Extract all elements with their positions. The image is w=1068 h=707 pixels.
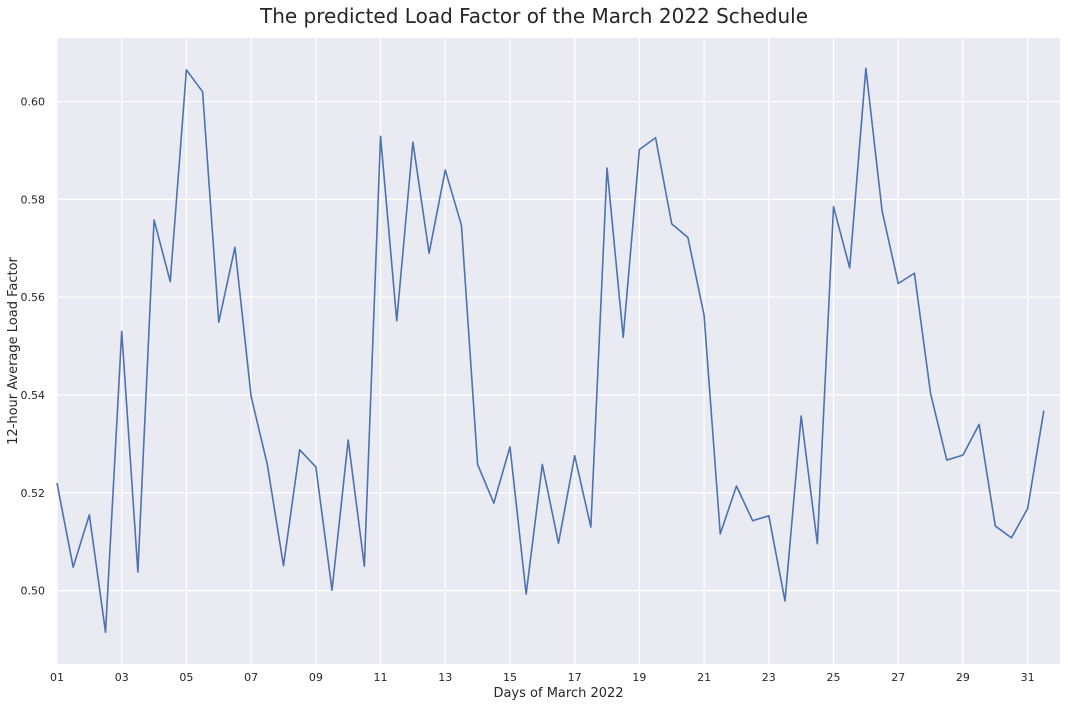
- x-tick-label: 23: [762, 671, 776, 684]
- x-tick-label: 21: [697, 671, 711, 684]
- x-tick-label: 09: [309, 671, 323, 684]
- x-tick-label: 03: [115, 671, 129, 684]
- y-tick-label: 0.50: [21, 585, 46, 598]
- x-tick-label: 11: [374, 671, 388, 684]
- x-tick-label: 29: [956, 671, 970, 684]
- y-axis-ticks: 0.50 0.52 0.54 0.56 0.58 0.60: [21, 96, 46, 598]
- y-tick-label: 0.52: [21, 487, 46, 500]
- x-tick-label: 13: [438, 671, 452, 684]
- x-tick-label: 17: [568, 671, 582, 684]
- x-axis-ticks: 01 03 05 07 09 11 13 15 17 19 21 23 25 27 29 31: [50, 671, 1035, 684]
- series-layer: [56, 67, 1045, 634]
- y-tick-label: 0.58: [21, 193, 46, 206]
- y-tick-label: 0.60: [21, 96, 46, 109]
- plot-area: [57, 38, 1060, 664]
- grid: [56, 38, 1060, 664]
- x-tick-label: 05: [179, 671, 193, 684]
- chart-title: The predicted Load Factor of the March 2…: [260, 4, 808, 28]
- y-tick-label: 0.56: [21, 291, 46, 304]
- x-tick-label: 31: [1021, 671, 1035, 684]
- x-tick-label: 27: [891, 671, 905, 684]
- y-tick-label: 0.54: [21, 389, 46, 402]
- x-tick-label: 15: [503, 671, 517, 684]
- x-tick-label: 01: [50, 671, 64, 684]
- x-tick-label: 25: [827, 671, 841, 684]
- x-tick-label: 07: [244, 671, 258, 684]
- y-axis-label: 12-hour Average Load Factor: [6, 256, 21, 444]
- x-tick-label: 19: [632, 671, 646, 684]
- series-line: [56, 67, 1045, 634]
- x-axis-label: Days of March 2022: [493, 686, 623, 701]
